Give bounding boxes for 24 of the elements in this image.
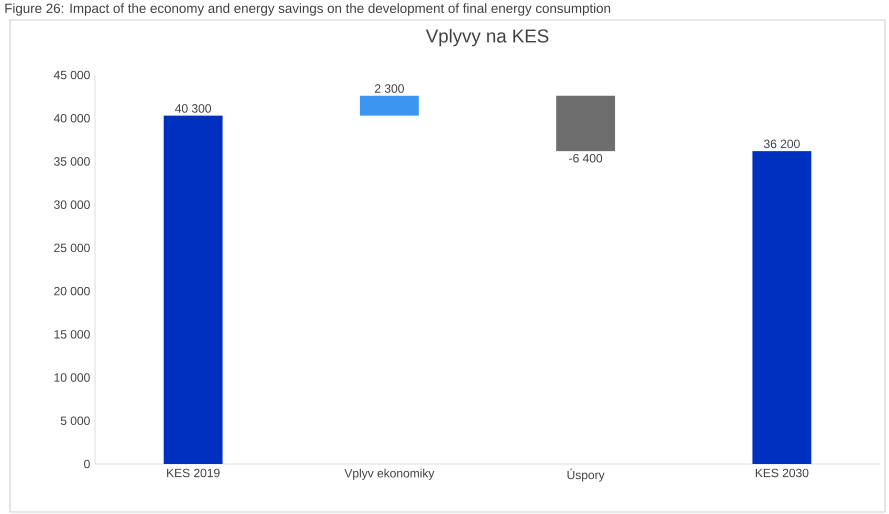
- data-label: 40 300: [175, 104, 212, 113]
- bar: [164, 116, 223, 464]
- caption: Figure 26: Impact of the economy and energy savings on the development of final energy consumption: [5, 3, 610, 16]
- chart-title: Vplyvy na KES: [426, 28, 548, 46]
- x-tick-label: KES 2030: [756, 468, 808, 478]
- x-tick-label: Úspory: [568, 468, 605, 482]
- data-label: 36 200: [764, 140, 800, 148]
- y-tick-label: 45 000: [54, 70, 90, 80]
- y-tick-label: 30 000: [54, 200, 90, 209]
- y-tick-label: 5 000: [60, 416, 90, 426]
- y-tick-label: 25 000: [54, 244, 90, 252]
- x-tick-label: Vplyv ekonomiky: [344, 468, 434, 480]
- bar: [752, 151, 812, 464]
- bar: [360, 96, 419, 116]
- x-tick-label: KES 2019: [167, 468, 220, 478]
- y-tick-label: 0: [84, 460, 90, 468]
- bar: [556, 96, 616, 152]
- data-label: -6 400: [569, 154, 602, 162]
- y-tick-label: 20 000: [54, 286, 90, 296]
- y-tick-label: 10 000: [54, 373, 90, 382]
- y-tick-label: 35 000: [54, 157, 90, 166]
- y-tick-label: 40 000: [54, 114, 90, 122]
- data-label: 2 300: [374, 84, 404, 93]
- y-tick-label: 15 000: [54, 330, 90, 339]
